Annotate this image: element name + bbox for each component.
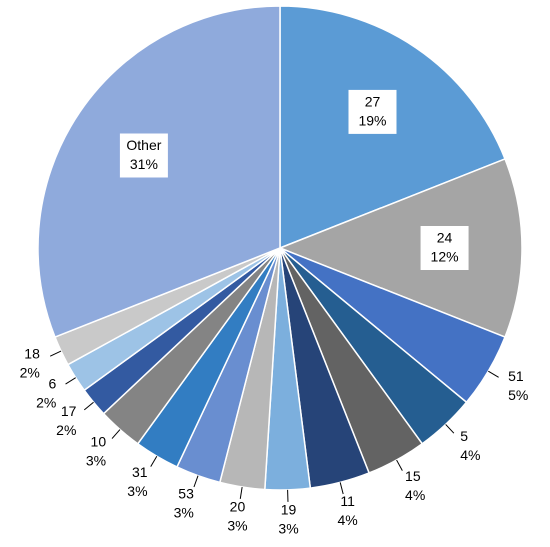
leader-line: [83, 401, 94, 411]
leader-line: [445, 424, 455, 434]
slice-category: 27: [365, 94, 381, 110]
slice-category: 17: [61, 403, 77, 419]
slice-percent: 2%: [56, 422, 76, 438]
slice-percent: 4%: [405, 487, 425, 503]
leader-line: [396, 459, 403, 471]
leader-line: [239, 486, 243, 499]
slice-category: 11: [340, 493, 355, 509]
slice-category: 24: [437, 230, 453, 246]
label-box: [119, 133, 168, 178]
leader-line: [193, 475, 199, 488]
slice-percent: 3%: [86, 453, 106, 469]
slice-percent: 12%: [431, 249, 459, 265]
slice-category: 20: [230, 498, 246, 514]
slice-percent: 3%: [127, 483, 147, 499]
label-box: [420, 226, 469, 270]
leader-line: [150, 456, 158, 467]
slice-percent: 4%: [338, 512, 358, 528]
slice-category: 6: [49, 375, 57, 391]
slice-category: 31: [132, 464, 148, 480]
label-box: [348, 89, 397, 134]
slice-category: 15: [405, 468, 421, 484]
slice-percent: 5%: [508, 387, 528, 403]
slice-category: 5: [460, 428, 468, 444]
slice-category: 19: [281, 502, 297, 518]
pie-slice: [277, 157, 523, 339]
slice-category: 10: [91, 434, 107, 450]
slice-percent: 2%: [36, 394, 56, 410]
slice-percent: 31%: [130, 156, 158, 172]
leader-line: [111, 429, 121, 439]
leader-line: [339, 482, 344, 495]
slice-percent: 4%: [460, 447, 480, 463]
slice-percent: 2%: [20, 365, 40, 381]
slice-percent: 3%: [278, 521, 298, 537]
slice-category: 53: [178, 486, 194, 502]
slice-percent: 3%: [227, 517, 247, 533]
leader-line: [49, 350, 62, 357]
slice-category: 18: [24, 346, 40, 362]
slice-percent: 3%: [174, 505, 194, 521]
leader-line: [488, 370, 499, 378]
slice-category: Other: [126, 137, 161, 153]
slice-category: 51: [508, 368, 524, 384]
slice-percent: 19%: [358, 113, 386, 129]
leader-line: [65, 377, 76, 385]
